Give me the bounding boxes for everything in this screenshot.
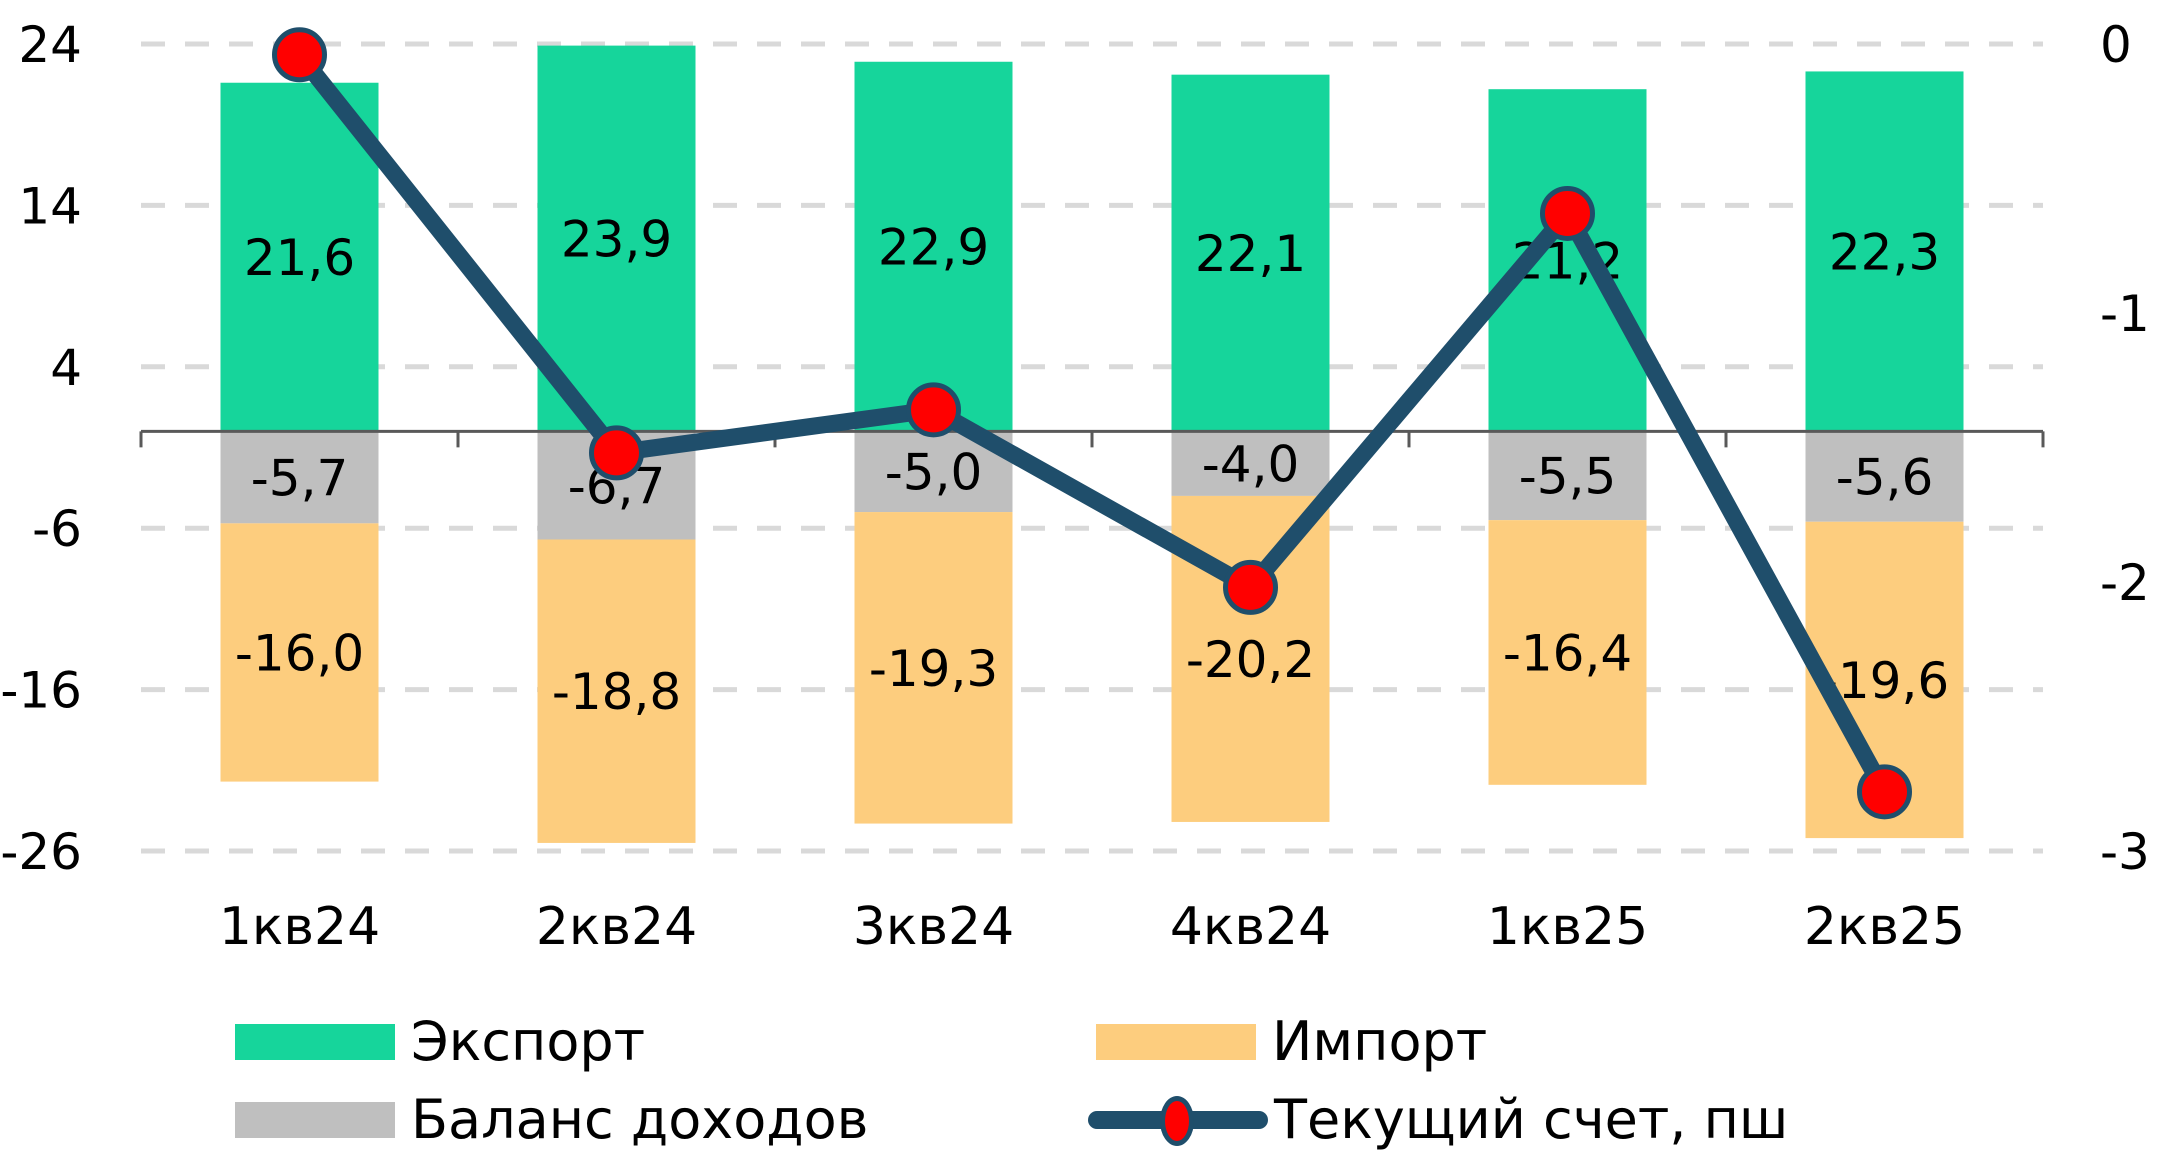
line-marker — [1857, 764, 1912, 820]
import-swatch-icon — [1096, 1024, 1256, 1060]
current-account-line — [272, 27, 1912, 820]
legend-label: Импорт — [1272, 1010, 1488, 1073]
legend-label: Баланс доходов — [411, 1088, 869, 1151]
right-axis-tick: -1 — [2100, 285, 2150, 343]
bar-value-label: -16,4 — [1503, 624, 1632, 682]
bar-segment — [220, 431, 379, 524]
income-swatch-icon — [235, 1102, 395, 1138]
bar-value-label: -5,6 — [1836, 449, 1934, 507]
category-label: 3кв24 — [853, 897, 1014, 957]
right-axis-tick: 0 — [2100, 16, 2132, 74]
right-axis-tick: -2 — [2100, 554, 2150, 612]
line-marker — [1223, 559, 1278, 615]
bar-segment — [1805, 431, 1964, 522]
bar-segment — [220, 82, 379, 432]
left-axis-tick: 4 — [50, 339, 82, 397]
export-swatch-icon — [235, 1024, 395, 1060]
bar-segment — [1488, 431, 1647, 521]
bar-value-label: 23,9 — [561, 210, 672, 268]
bar-segment — [1171, 74, 1330, 432]
left-axis-tick: -26 — [0, 823, 82, 881]
line-marker — [1540, 185, 1595, 241]
bar-segment — [1171, 431, 1330, 496]
bar-value-label: -20,2 — [1186, 631, 1315, 689]
bar-value-label: -16,0 — [235, 624, 364, 682]
category-label: 2кв25 — [1804, 897, 1965, 957]
bar-segment — [220, 523, 379, 782]
left-axis-tick: 24 — [18, 16, 82, 74]
bar-segment — [1488, 89, 1647, 432]
legend-label: Экспорт — [411, 1010, 646, 1073]
category-label: 1кв24 — [219, 897, 380, 957]
legend-item-export[interactable]: Экспорт — [235, 1012, 645, 1072]
left-axis-tick: -16 — [0, 662, 82, 720]
legend-item-current-account[interactable]: Текущий счет, пш — [1088, 1090, 1788, 1150]
bar-labels: 21,6-5,7-16,023,9-6,7-18,822,9-5,0-19,32… — [235, 210, 1949, 721]
category-label: 2кв24 — [536, 897, 697, 957]
bar-value-label: -19,3 — [869, 640, 998, 698]
x-axis — [139, 429, 2045, 448]
line-marker — [272, 27, 327, 83]
line-marker-icon — [1088, 1096, 1268, 1146]
bar-value-label: 22,1 — [1195, 225, 1306, 283]
legend-item-import[interactable]: Импорт — [1096, 1012, 1487, 1072]
gridlines — [141, 41, 2043, 854]
bar-value-label: -5,0 — [885, 444, 983, 502]
left-axis-tick: 14 — [18, 177, 82, 235]
bar-value-label: -5,7 — [251, 449, 349, 507]
category-label: 1кв25 — [1487, 897, 1648, 957]
bar-segment — [537, 45, 696, 432]
line-marker — [589, 425, 644, 481]
legend-label: Текущий счет, пш — [1274, 1088, 1789, 1151]
line-marker — [906, 382, 961, 438]
category-labels: 1кв24 2кв24 3кв24 4кв24 1кв25 2кв25 — [219, 897, 1965, 957]
category-label: 4кв24 — [1170, 897, 1331, 957]
bar-value-label: 21,6 — [244, 229, 355, 287]
bar-segment — [537, 539, 696, 843]
bar-segment — [1488, 520, 1647, 785]
left-axis-tick: -6 — [32, 500, 82, 558]
right-axis-labels: 0 -1 -2 -3 — [2100, 16, 2150, 881]
bar-value-label: -5,5 — [1519, 448, 1617, 506]
bar-segment — [854, 61, 1013, 432]
bar-value-label: 22,3 — [1829, 223, 1940, 281]
bar-value-label: 22,9 — [878, 219, 989, 277]
bar-segment — [1805, 71, 1964, 432]
left-axis-labels: 24 14 4 -6 -16 -26 — [0, 16, 82, 881]
bar-segment — [854, 512, 1013, 824]
right-axis-tick: -3 — [2100, 823, 2150, 881]
bar-value-label: -18,8 — [552, 663, 681, 721]
legend-item-income[interactable]: Баланс доходов — [235, 1090, 868, 1150]
bar-value-label: -4,0 — [1202, 436, 1300, 494]
bars — [220, 45, 1964, 843]
